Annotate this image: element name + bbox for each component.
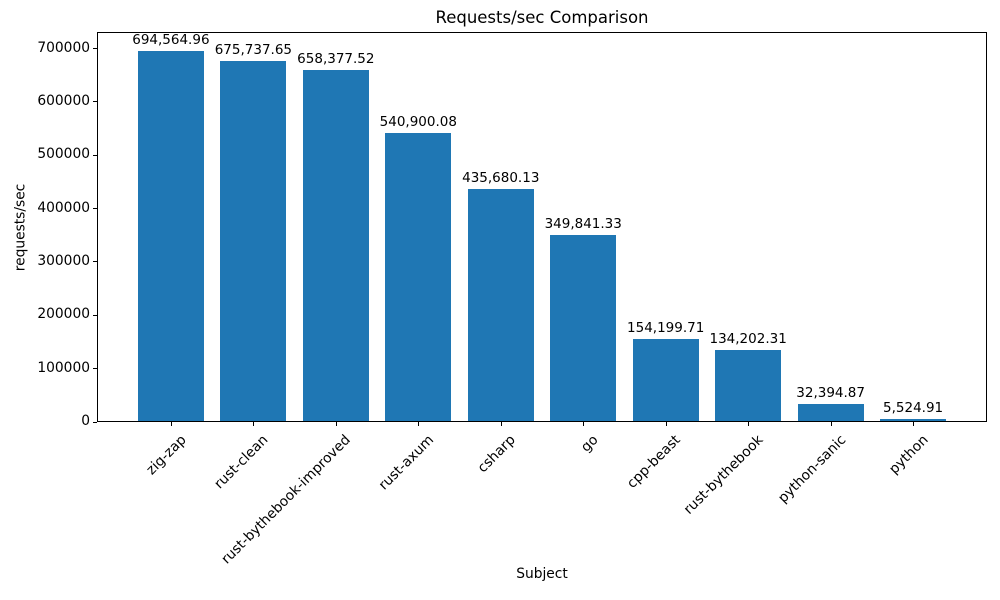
- x-tick-label-rust-clean: rust-clean: [211, 431, 272, 492]
- x-tick-mark: [913, 421, 915, 426]
- x-tick-mark: [418, 421, 420, 426]
- x-tick-mark: [170, 421, 172, 426]
- y-tick-mark: [93, 101, 97, 103]
- x-tick-mark: [335, 421, 337, 426]
- x-tick-mark: [583, 421, 585, 426]
- y-tick-label: 0: [81, 413, 90, 429]
- y-tick-label: 300000: [37, 252, 90, 269]
- bar-zig-zap: [137, 51, 204, 422]
- x-tick-mark: [748, 421, 750, 426]
- y-tick-mark: [93, 368, 97, 370]
- bar-go: [550, 234, 617, 422]
- x-tick-label-zig-zap: zig-zap: [143, 431, 190, 478]
- bar-python-sanic: [797, 404, 864, 422]
- x-tick-label-rust-bythebook: rust-bythebook: [680, 431, 767, 518]
- bar-rust-axum: [385, 132, 452, 422]
- chart-title: Requests/sec Comparison: [435, 8, 649, 27]
- y-tick-label: 400000: [37, 199, 90, 216]
- x-tick-mark: [500, 421, 502, 426]
- bar-cpp-beast: [632, 339, 699, 422]
- bar-value-label: 675,737.65: [214, 42, 292, 59]
- x-tick-label-cpp-beast: cpp-beast: [624, 431, 685, 492]
- x-tick-mark: [253, 421, 255, 426]
- x-tick-label-python: python: [885, 431, 932, 477]
- bar-value-label: 658,377.52: [297, 51, 375, 68]
- bar-value-label: 32,394.87: [796, 385, 865, 402]
- bar-value-label: 134,202.31: [709, 330, 787, 347]
- bar-rust-bythebook-improved: [302, 70, 369, 422]
- bar-value-label: 694,564.96: [132, 32, 210, 49]
- y-axis-label: requests/sec: [12, 183, 29, 272]
- x-tick-mark: [830, 421, 832, 426]
- x-tick-label-python-sanic: python-sanic: [774, 431, 849, 506]
- bar-value-label: 5,524.91: [883, 399, 944, 416]
- bar-value-label: 349,841.33: [544, 215, 622, 232]
- x-tick-label-csharp: csharp: [474, 431, 520, 476]
- y-tick-mark: [93, 314, 97, 316]
- x-axis-label: Subject: [516, 566, 568, 582]
- y-tick-mark: [93, 48, 97, 50]
- y-tick-mark: [93, 261, 97, 263]
- y-tick-mark: [93, 421, 97, 423]
- bar-python: [880, 418, 947, 422]
- x-tick-mark: [665, 421, 667, 426]
- bar-value-label: 154,199.71: [627, 320, 705, 337]
- y-tick-label: 500000: [37, 146, 90, 163]
- bar-rust-bythebook: [715, 349, 782, 422]
- y-tick-label: 100000: [37, 359, 90, 376]
- y-tick-mark: [93, 154, 97, 156]
- x-tick-label-go: go: [578, 431, 602, 455]
- y-tick-mark: [93, 208, 97, 210]
- bar-csharp: [467, 189, 534, 422]
- bar-value-label: 540,900.08: [379, 113, 457, 130]
- y-tick-label: 700000: [37, 39, 90, 56]
- y-tick-label: 200000: [37, 306, 90, 323]
- bar-value-label: 435,680.13: [462, 170, 540, 187]
- bar-rust-clean: [220, 61, 287, 422]
- y-tick-label: 600000: [37, 92, 90, 109]
- x-tick-label-rust-axum: rust-axum: [375, 431, 437, 493]
